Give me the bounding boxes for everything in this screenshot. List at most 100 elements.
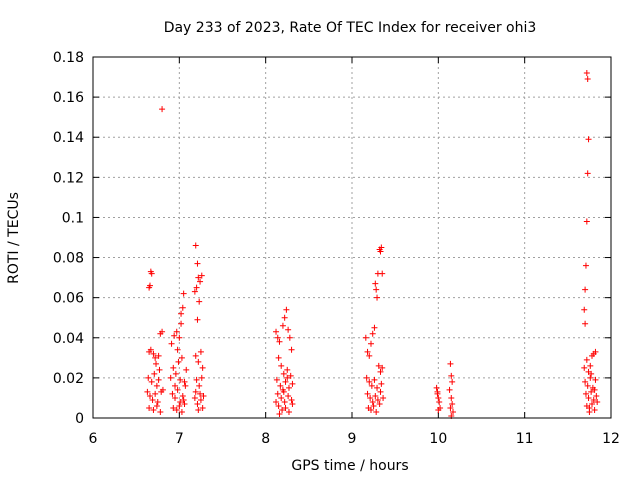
data-point [368,382,375,389]
data-point [274,334,281,341]
data-point [153,382,160,389]
data-point [450,408,457,415]
data-point [281,314,288,321]
x-tick-label: 9 [348,431,357,447]
data-point [584,382,591,389]
data-point [581,306,588,313]
data-point [367,394,374,401]
data-point [370,402,377,409]
y-tick-label: 0.12 [53,170,84,186]
data-point [362,334,369,341]
data-point [274,390,281,397]
plot-frame [92,56,612,419]
data-point [446,386,453,393]
x-axis-title: GPS time / hours [291,458,408,474]
data-point [282,378,289,385]
data-point [592,348,599,355]
data-point [592,376,599,383]
data-point [372,392,379,399]
y-tick-label: 0.16 [53,90,84,106]
data-point [171,332,178,339]
data-point [170,364,177,371]
data-point [585,394,592,401]
data-point [366,378,373,385]
data-point [374,384,381,391]
data-point [434,388,441,395]
data-point [198,374,205,381]
data-point [448,372,455,379]
data-point [192,242,199,249]
data-point [379,270,386,277]
data-point [197,348,204,355]
data-point [148,378,155,385]
data-point [172,370,179,377]
data-point [277,382,284,389]
data-point [199,364,206,371]
data-point [378,380,385,387]
data-point [288,346,295,353]
data-point [363,374,370,381]
data-point [152,354,159,361]
data-point [200,392,207,399]
y-tick-label: 0.18 [53,50,84,66]
data-point [276,338,283,345]
data-point [273,398,280,405]
data-point [157,408,164,415]
data-point [156,366,163,373]
data-point [148,270,155,277]
data-point [176,402,183,409]
data-point [373,286,380,293]
data-point [582,378,589,385]
data-point [582,320,589,327]
data-point [279,406,286,413]
data-point [366,352,373,359]
data-point [196,298,203,305]
x-tick-label: 8 [261,431,270,447]
data-point [147,346,154,353]
data-point [589,400,596,407]
data-point [375,362,382,369]
data-point [288,396,295,403]
x-tick-label: 11 [516,431,534,447]
data-point [367,406,374,413]
data-point [193,284,200,291]
x-tick-labels: 6 7 8 9 10 11 12 [89,431,620,447]
data-point [378,244,385,251]
data-point [197,278,204,285]
data-point [371,324,378,331]
data-point [178,354,185,361]
data-point [177,376,184,383]
data-point [273,376,280,383]
data-point [181,400,188,407]
data-point [586,408,593,415]
x-tick-label: 6 [89,431,98,447]
data-point [168,340,175,347]
data-point [178,310,185,317]
data-point [197,390,204,397]
data-point [198,272,205,279]
data-point [377,388,384,395]
y-tick-label: 0.04 [53,331,84,347]
data-point [281,398,288,405]
data-point [145,374,152,381]
data-point [183,366,190,373]
y-tick-label: 0.02 [53,371,84,387]
data-point [436,398,443,405]
data-point [192,388,199,395]
data-point [194,400,201,407]
data-point [582,390,589,397]
data-point [153,402,160,409]
data-point [150,350,157,357]
data-point [447,404,454,411]
data-point [584,170,591,177]
data-point [191,288,198,295]
data-point [179,392,186,399]
data-point [280,388,287,395]
data-point [275,354,282,361]
x-tick-label: 7 [175,431,184,447]
data-point [174,386,181,393]
data-point [275,402,282,409]
data-point [155,352,162,359]
data-point [435,394,442,401]
data-point [593,392,600,399]
